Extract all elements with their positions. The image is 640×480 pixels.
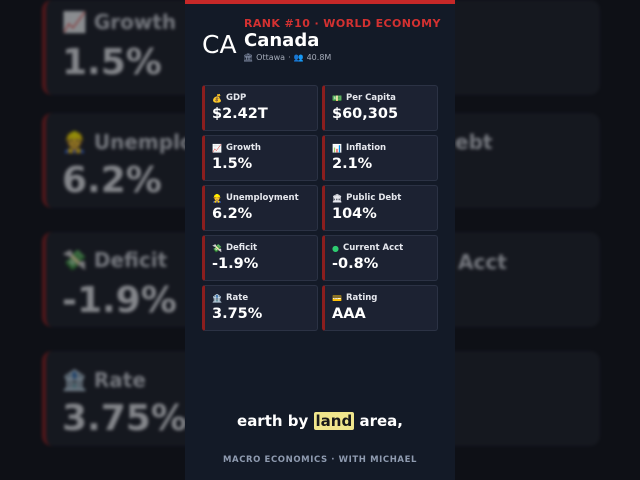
- country-name: Canada: [244, 30, 320, 51]
- stat-card-per-capita: 💵 Per Capita $60,305: [322, 85, 438, 131]
- money-bag-icon: 💰: [212, 93, 222, 103]
- bg-value: 1.5%: [62, 42, 162, 83]
- stat-value: $2.42T: [212, 106, 268, 122]
- bank-building-icon: 🏦: [212, 293, 222, 303]
- stat-label: GDP: [225, 93, 247, 103]
- subtitle-caption: earth by land area,: [185, 412, 455, 430]
- stat-label: Rating: [345, 293, 378, 303]
- stat-value: -0.8%: [332, 256, 379, 272]
- bg-value: -1.9%: [62, 280, 177, 321]
- bg-value: 6.2%: [62, 160, 162, 201]
- stat-label: Inflation: [345, 143, 387, 153]
- accent-bar: [185, 0, 455, 4]
- stat-value: 3.75%: [212, 306, 263, 322]
- stat-label: Rate: [225, 293, 249, 303]
- country-meta: 🏛 Ottawa · 👥 40.8M: [243, 53, 331, 62]
- bg-card: [440, 113, 600, 208]
- stat-label: Unemployment: [225, 193, 299, 203]
- bg-label: ebt: [455, 130, 493, 154]
- stat-label: Current Acct: [342, 243, 404, 253]
- bg-label: Acct: [458, 250, 507, 274]
- stat-value: $60,305: [332, 106, 399, 122]
- stat-value: AAA: [332, 306, 366, 322]
- money-wings-icon: 💸: [212, 243, 222, 253]
- stat-value: 6.2%: [212, 206, 253, 222]
- caption-after: area,: [354, 412, 403, 430]
- stat-card-public-debt: 🏛 Public Debt 104%: [322, 185, 438, 231]
- meta-separator: ·: [288, 53, 291, 62]
- bg-card: [42, 113, 202, 208]
- stat-card-gdp: 💰 GDP $2.42T: [202, 85, 318, 131]
- stats-grid: 💰 GDP $2.42T 💵 Per Capita $60,305 📈 Growth …: [202, 85, 438, 331]
- stat-card-unemployment: 👷 Unemployment 6.2%: [202, 185, 318, 231]
- stat-value: 1.5%: [212, 156, 253, 172]
- worker-icon: 👷: [212, 193, 222, 203]
- rank-label: RANK #10 · WORLD ECONOMY: [244, 17, 441, 30]
- bg-card: [440, 232, 600, 327]
- capital: Ottawa: [256, 53, 286, 62]
- bg-label: 📈 Growth: [62, 10, 177, 34]
- country-code: CA: [202, 30, 237, 59]
- stat-card-inflation: 📊 Inflation 2.1%: [322, 135, 438, 181]
- bg-label: 💸 Deficit: [62, 248, 168, 272]
- people-icon: 👥: [293, 53, 304, 62]
- stat-value: -1.9%: [212, 256, 259, 272]
- caption-highlight: land: [313, 412, 355, 430]
- bg-card: [42, 351, 202, 446]
- bg-label: 🏦 Rate: [62, 368, 146, 392]
- green-circle-icon: ●: [332, 243, 339, 253]
- channel-footer: MACRO ECONOMICS · WITH MICHAEL: [222, 455, 418, 465]
- bar-chart-icon: 📊: [332, 143, 342, 153]
- bg-card: [440, 351, 600, 446]
- bank-icon: 🏛: [332, 193, 343, 203]
- bg-card: [42, 0, 202, 95]
- stat-label: Deficit: [225, 243, 258, 253]
- building-icon: 🏛: [243, 53, 254, 62]
- stat-label: Growth: [225, 143, 261, 153]
- stat-value: 104%: [332, 206, 377, 222]
- bg-card: [440, 0, 600, 95]
- stat-label: Per Capita: [345, 93, 396, 103]
- caption-before: earth by: [237, 412, 314, 430]
- banknote-icon: 💵: [332, 93, 342, 103]
- stat-value: 2.1%: [332, 156, 373, 172]
- bg-card: [42, 232, 202, 327]
- population: 40.8M: [306, 53, 332, 62]
- stat-card-current-acct: ● Current Acct -0.8%: [322, 235, 438, 281]
- bg-value: 3.75%: [62, 398, 187, 439]
- bg-label: 👷 Unemploy: [62, 130, 207, 154]
- stat-label: Public Debt: [346, 193, 402, 203]
- country-panel: RANK #10 · WORLD ECONOMY CA Canada 🏛 Ott…: [185, 0, 455, 480]
- chart-up-icon: 📈: [212, 143, 222, 153]
- credit-card-icon: 💳: [332, 293, 342, 303]
- stat-card-growth: 📈 Growth 1.5%: [202, 135, 318, 181]
- stat-card-rating: 💳 Rating AAA: [322, 285, 438, 331]
- stat-card-deficit: 💸 Deficit -1.9%: [202, 235, 318, 281]
- stat-card-rate: 🏦 Rate 3.75%: [202, 285, 318, 331]
